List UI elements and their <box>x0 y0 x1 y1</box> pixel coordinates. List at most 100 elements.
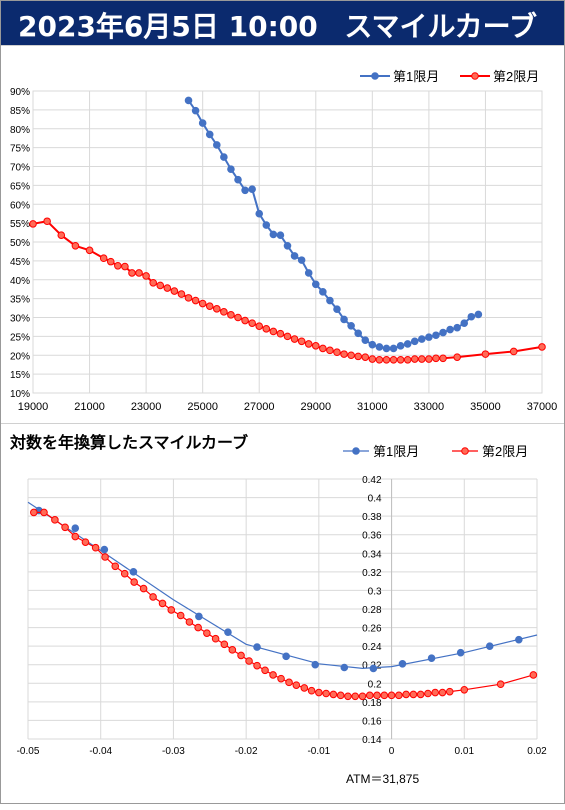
data-point <box>99 254 108 263</box>
data-point <box>375 355 384 364</box>
x-tick-label: 0.02 <box>527 746 547 757</box>
data-point <box>445 687 454 696</box>
data-point <box>158 599 167 608</box>
data-point <box>481 350 490 358</box>
data-point <box>135 269 143 277</box>
data-point <box>30 508 38 517</box>
data-point <box>333 305 341 313</box>
data-point <box>262 221 271 229</box>
data-point <box>184 96 193 105</box>
data-point <box>205 302 214 310</box>
data-point <box>91 543 100 552</box>
x-tick-label: 21000 <box>74 401 105 413</box>
legend-marker <box>471 72 479 80</box>
data-point <box>538 343 546 351</box>
legend-label: 第2限月 <box>482 444 528 459</box>
legend-marker <box>461 447 469 455</box>
data-point <box>203 629 211 637</box>
data-point <box>410 355 419 363</box>
data-point <box>333 348 341 357</box>
data-point <box>282 652 290 661</box>
y-tick-label: 85% <box>10 106 30 117</box>
data-point <box>71 524 80 533</box>
data-point <box>311 280 320 289</box>
data-point <box>185 618 194 626</box>
data-point <box>398 659 407 668</box>
y-tick-label: 75% <box>10 144 30 155</box>
data-point <box>142 272 150 280</box>
data-point <box>418 335 426 343</box>
x-tick-label: 37000 <box>527 401 558 413</box>
data-point <box>326 346 334 355</box>
x-tick-label: 29000 <box>300 401 331 413</box>
data-point <box>241 186 249 195</box>
data-point <box>375 343 384 351</box>
data-point <box>496 680 505 689</box>
data-point <box>460 685 469 694</box>
data-point <box>304 269 313 277</box>
header-title: スマイルカーブ <box>344 10 537 43</box>
y-tick-label: 65% <box>10 181 30 192</box>
data-point <box>177 290 186 298</box>
data-point <box>285 678 293 687</box>
data-point <box>149 593 157 601</box>
atm-annotation: ATM＝31,875 <box>346 772 420 786</box>
data-point <box>529 671 538 679</box>
data-point <box>432 354 440 363</box>
data-point <box>347 322 355 330</box>
data-point <box>191 106 200 115</box>
x-tick-label: 0.01 <box>455 746 475 757</box>
data-point <box>220 308 228 316</box>
data-point <box>100 545 109 554</box>
data-point <box>509 347 518 356</box>
data-point <box>467 312 476 321</box>
data-point <box>432 331 440 340</box>
data-point <box>292 681 301 689</box>
data-point <box>128 269 136 277</box>
data-point <box>300 684 309 692</box>
data-point <box>474 310 483 319</box>
y-tick-label: 0.28 <box>362 605 382 616</box>
data-point <box>389 344 398 353</box>
data-point <box>195 612 203 621</box>
data-point <box>409 690 418 699</box>
y-tick-label: 10% <box>10 389 30 400</box>
data-point <box>71 532 80 541</box>
data-point <box>382 344 391 353</box>
data-point <box>344 692 352 701</box>
data-point <box>167 606 176 614</box>
y-tick-label: 0.36 <box>362 531 382 542</box>
data-point <box>111 562 120 571</box>
data-point <box>329 690 338 699</box>
y-tick-label: 20% <box>10 351 30 362</box>
data-point <box>170 287 179 295</box>
data-point <box>439 354 447 363</box>
data-point <box>237 651 245 660</box>
smile-curve-chart: 10% 15% 20% 25% 30% 35% 40% 45% 50% 55% 60% 65% 70% 7… <box>10 69 558 413</box>
data-point <box>402 690 410 699</box>
data-point <box>51 516 59 524</box>
data-point <box>255 322 264 330</box>
x-tick-label: 35000 <box>470 401 501 413</box>
data-point <box>120 569 129 578</box>
data-point <box>81 538 90 546</box>
data-point <box>319 288 327 296</box>
data-point <box>336 691 345 700</box>
data-point <box>262 325 271 333</box>
data-point <box>354 352 362 361</box>
data-point <box>396 355 405 364</box>
x-tick-label: -0.05 <box>17 746 40 757</box>
y-tick-label: 0.24 <box>362 642 382 653</box>
data-point <box>261 666 269 675</box>
data-point <box>382 355 391 364</box>
data-point <box>453 323 461 332</box>
data-point <box>326 296 334 305</box>
data-point <box>234 175 242 184</box>
data-point <box>425 355 433 363</box>
data-point <box>106 257 115 266</box>
data-point <box>387 691 396 700</box>
data-point <box>276 231 285 240</box>
data-point <box>255 209 264 218</box>
data-point <box>403 340 412 348</box>
data-point <box>361 353 370 361</box>
